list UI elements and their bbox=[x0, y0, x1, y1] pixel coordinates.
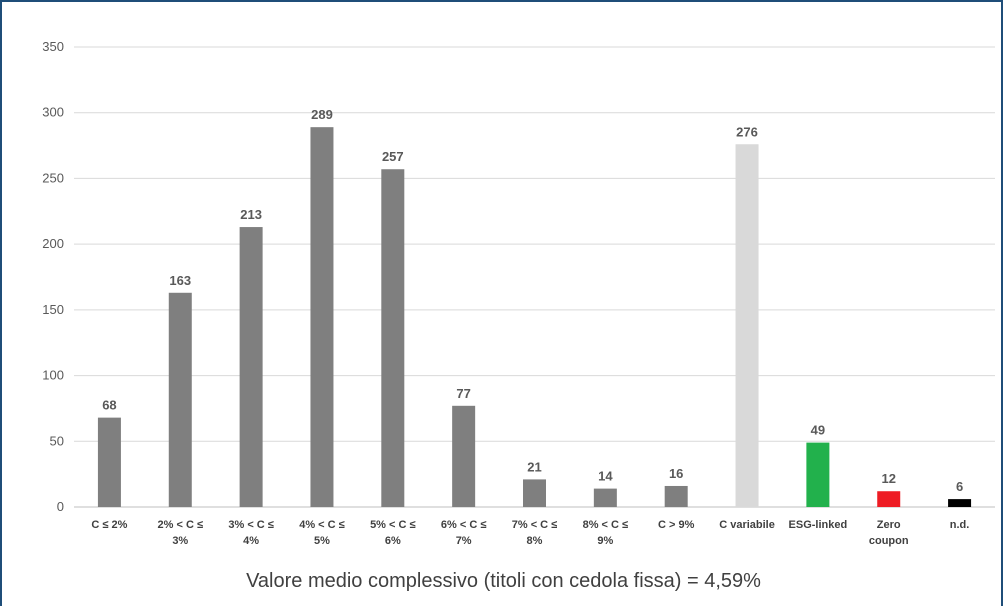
bars bbox=[97, 127, 972, 508]
data-label: 276 bbox=[736, 124, 758, 139]
y-tick-label: 350 bbox=[42, 39, 64, 54]
x-tick-label: Zero bbox=[877, 519, 901, 531]
bar bbox=[735, 144, 759, 507]
x-tick-label: 5% < C ≤ bbox=[370, 519, 415, 531]
x-tick-label: 3% < C ≤ bbox=[228, 519, 273, 531]
x-tick-label: 3% bbox=[172, 535, 188, 547]
y-tick-label: 0 bbox=[57, 499, 64, 514]
y-axis-ticks: 0 50 100 150 200 250 300 350 bbox=[42, 39, 64, 514]
data-label: 289 bbox=[311, 107, 333, 122]
x-tick-label: 7% bbox=[456, 535, 472, 547]
bar bbox=[523, 479, 546, 507]
footnote: Valore medio complessivo (titoli con ced… bbox=[246, 570, 761, 592]
data-label: 257 bbox=[382, 149, 404, 164]
x-tick-label: ESG-linked bbox=[789, 519, 848, 531]
bar bbox=[664, 485, 688, 507]
y-tick-label: 100 bbox=[42, 368, 64, 383]
data-label: 16 bbox=[669, 466, 683, 481]
x-tick-label: 2% < C ≤ bbox=[158, 519, 203, 531]
y-tick-label: 200 bbox=[42, 236, 64, 251]
y-tick-label: 50 bbox=[50, 433, 64, 448]
x-tick-label: 5% bbox=[314, 535, 330, 547]
x-axis-labels: C ≤ 2% 2% < C ≤ 3% 3% < C ≤ 4% 4% < C ≤ 5% 5% <… bbox=[91, 519, 969, 547]
x-tick-label: n.d. bbox=[950, 519, 970, 531]
x-tick-label: coupon bbox=[869, 535, 909, 547]
x-tick-label: 8% < C ≤ bbox=[583, 519, 628, 531]
data-label: 163 bbox=[169, 273, 191, 288]
bar bbox=[877, 491, 901, 507]
x-tick-label: C > 9% bbox=[658, 519, 695, 531]
bar bbox=[97, 417, 121, 507]
data-label: 6 bbox=[956, 479, 963, 494]
y-tick-label: 150 bbox=[42, 302, 64, 317]
x-tick-label: 6% bbox=[385, 535, 401, 547]
data-label: 49 bbox=[811, 423, 825, 438]
x-tick-label: 4% < C ≤ bbox=[299, 519, 344, 531]
x-tick-label: 7% < C ≤ bbox=[512, 519, 557, 531]
data-label: 12 bbox=[881, 471, 895, 486]
data-labels: 68 163 213 289 257 77 21 14 16 276 49 12 6 bbox=[102, 107, 963, 494]
bar bbox=[806, 442, 830, 507]
bar bbox=[310, 127, 334, 508]
x-tick-label: 4% bbox=[243, 535, 259, 547]
bar-chart: 0 50 100 150 200 250 300 350 68 163 213 289 257 77 21… bbox=[42, 39, 995, 547]
data-label: 21 bbox=[527, 459, 541, 474]
x-tick-label: 8% bbox=[527, 535, 543, 547]
x-tick-label: 6% < C ≤ bbox=[441, 519, 486, 531]
data-label: 14 bbox=[598, 469, 613, 484]
x-tick-label: C ≤ 2% bbox=[91, 519, 127, 531]
bar bbox=[381, 169, 405, 507]
bar bbox=[168, 292, 192, 507]
y-tick-label: 300 bbox=[42, 105, 64, 120]
y-tick-label: 250 bbox=[42, 170, 64, 185]
bar bbox=[593, 488, 617, 507]
data-label: 213 bbox=[240, 207, 262, 222]
bar bbox=[452, 405, 476, 507]
data-label: 68 bbox=[102, 398, 116, 413]
x-tick-label: 9% bbox=[597, 535, 613, 547]
bar bbox=[239, 227, 263, 508]
bar bbox=[948, 499, 972, 507]
gridlines bbox=[74, 46, 995, 508]
x-tick-label: C variabile bbox=[719, 519, 775, 531]
data-label: 77 bbox=[456, 386, 470, 401]
